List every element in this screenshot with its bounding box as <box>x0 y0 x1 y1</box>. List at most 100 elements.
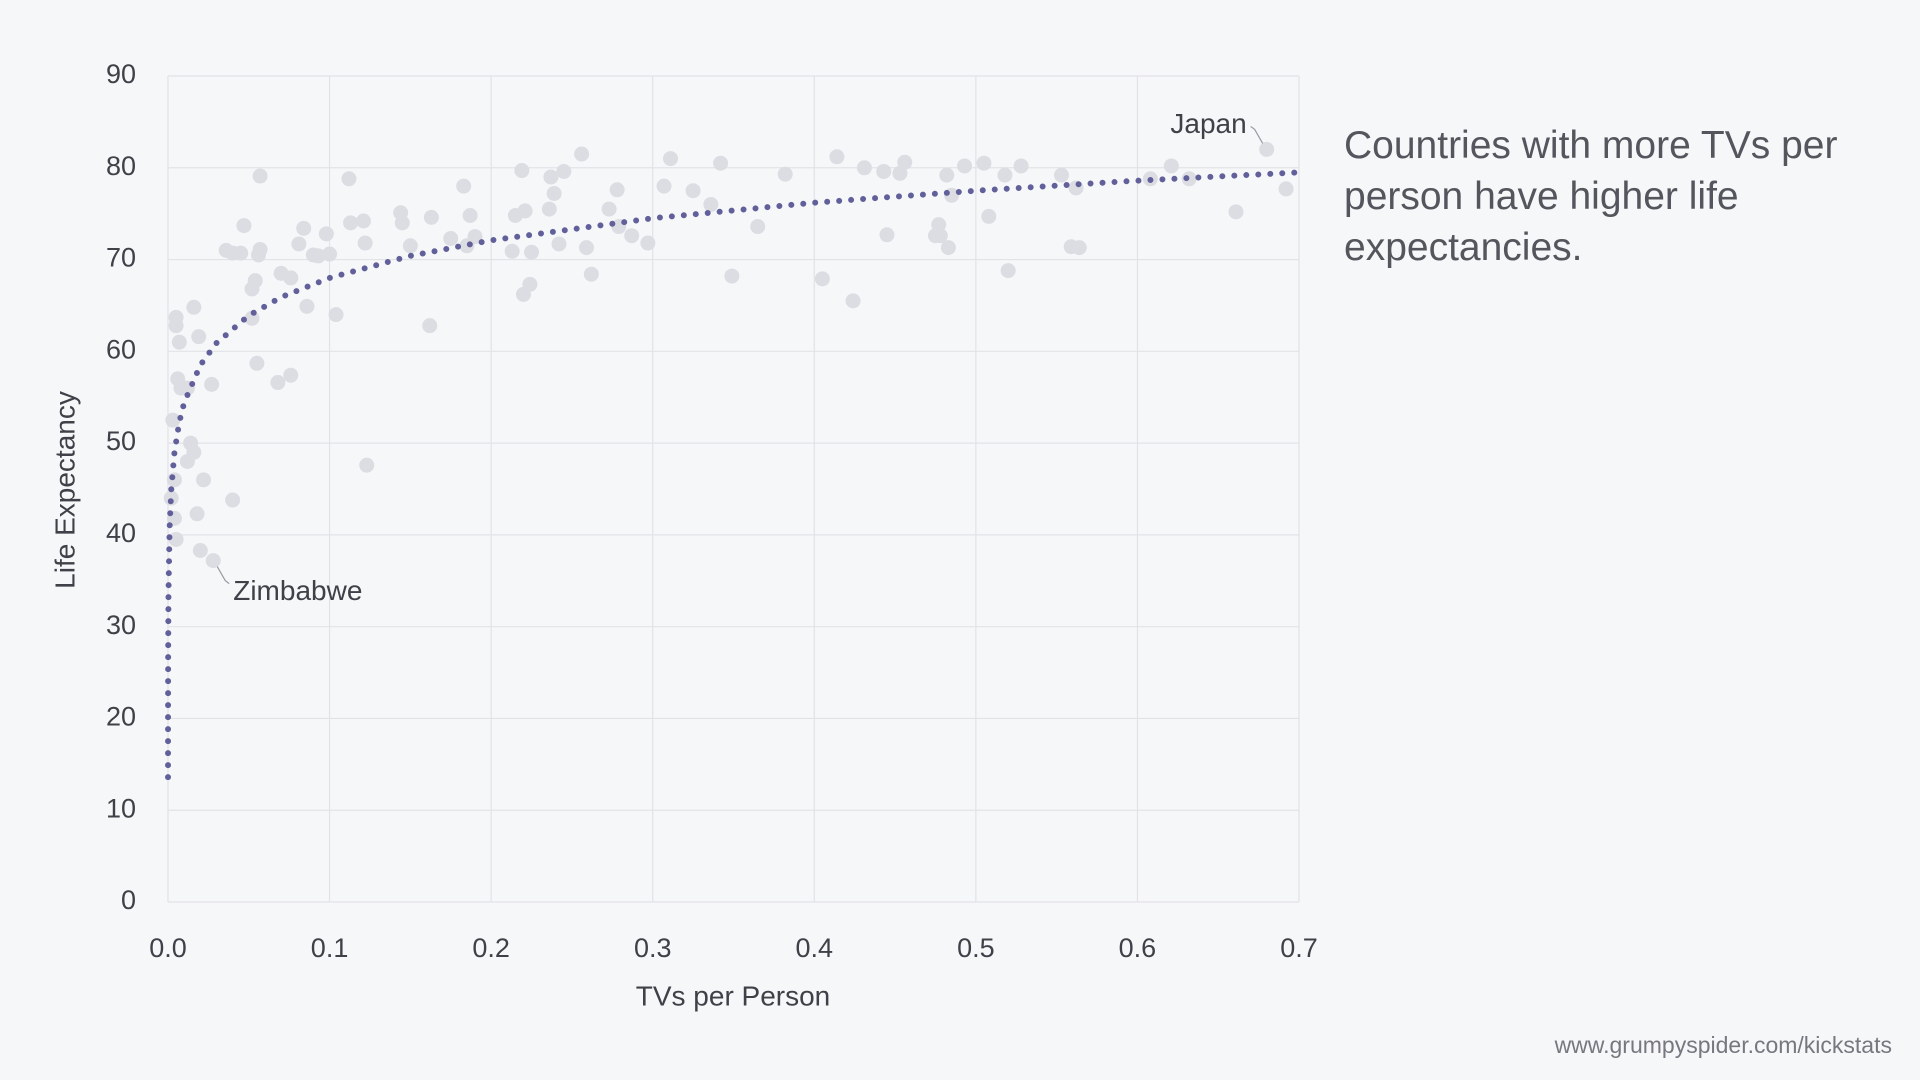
x-tick-label: 0.1 <box>311 933 349 963</box>
y-tick-label: 0 <box>121 885 136 915</box>
point <box>578 240 594 256</box>
point <box>296 220 312 236</box>
point <box>249 355 265 371</box>
point <box>283 367 299 383</box>
point <box>556 163 572 179</box>
point <box>283 270 299 286</box>
point <box>574 146 590 162</box>
point <box>543 169 559 185</box>
point <box>171 334 187 350</box>
y-tick-label: 80 <box>106 151 136 181</box>
point <box>601 201 617 217</box>
point <box>163 490 179 506</box>
point <box>1000 263 1016 279</box>
point <box>609 182 625 198</box>
point <box>1071 240 1087 256</box>
point <box>856 160 872 176</box>
point <box>328 307 344 323</box>
point <box>879 227 895 243</box>
annotation: Zimbabwe <box>233 575 362 606</box>
point <box>186 299 202 315</box>
point <box>876 163 892 179</box>
point <box>402 238 418 254</box>
point <box>233 245 249 261</box>
point <box>897 154 913 170</box>
point <box>343 215 359 231</box>
point <box>186 444 202 460</box>
point <box>252 168 268 184</box>
point <box>299 298 315 314</box>
point <box>931 217 947 233</box>
point <box>270 375 286 391</box>
point <box>291 236 307 252</box>
point <box>356 213 372 229</box>
point <box>957 158 973 174</box>
point <box>192 542 208 558</box>
point <box>204 376 220 392</box>
point <box>394 215 410 231</box>
point <box>932 228 948 244</box>
point <box>1228 204 1244 220</box>
point <box>359 457 375 473</box>
x-tick-label: 0.0 <box>149 933 187 963</box>
point <box>225 492 241 508</box>
point <box>341 171 357 187</box>
point <box>541 201 557 217</box>
trend-line <box>165 169 1302 781</box>
point <box>196 472 212 488</box>
point <box>514 163 530 179</box>
point <box>1259 141 1275 157</box>
point <box>422 318 438 334</box>
point <box>522 276 538 292</box>
y-tick-label: 60 <box>106 334 136 364</box>
point <box>703 196 719 212</box>
point <box>517 203 533 219</box>
x-tick-label: 0.6 <box>1119 933 1157 963</box>
point <box>1013 158 1029 174</box>
point <box>662 151 678 167</box>
point <box>168 531 184 547</box>
point <box>443 230 459 246</box>
point <box>236 218 252 234</box>
point <box>685 183 701 199</box>
point <box>310 248 326 264</box>
y-tick-label: 90 <box>106 59 136 89</box>
x-axis-title: TVs per Person <box>636 980 831 1011</box>
point <box>551 236 567 252</box>
point <box>981 208 997 224</box>
source: www.grumpyspider.com/kickstats <box>1554 1032 1892 1058</box>
point <box>997 167 1013 183</box>
y-tick-label: 30 <box>106 610 136 640</box>
point <box>247 273 263 289</box>
annotation-leader <box>1250 125 1264 144</box>
point <box>357 235 373 251</box>
point <box>713 155 729 171</box>
point <box>318 226 334 242</box>
point <box>456 178 472 194</box>
point <box>423 209 439 225</box>
point <box>814 271 830 287</box>
x-tick-label: 0.7 <box>1280 933 1318 963</box>
point <box>940 240 956 256</box>
x-tick-label: 0.3 <box>634 933 672 963</box>
point <box>624 228 640 244</box>
point <box>976 155 992 171</box>
point <box>750 219 766 235</box>
y-axis-title: Life Expectancy <box>49 391 80 589</box>
point <box>640 235 656 251</box>
point <box>165 412 181 428</box>
point <box>462 208 478 224</box>
point <box>252 241 268 257</box>
point <box>168 309 184 325</box>
point <box>1278 181 1294 197</box>
y-tick-label: 70 <box>106 243 136 273</box>
point <box>656 178 672 194</box>
y-tick-label: 50 <box>106 426 136 456</box>
point <box>1163 158 1179 174</box>
point <box>583 266 599 282</box>
headline: Countries with more TVs per person have … <box>1344 124 1838 269</box>
point <box>504 243 520 259</box>
point <box>939 167 955 183</box>
